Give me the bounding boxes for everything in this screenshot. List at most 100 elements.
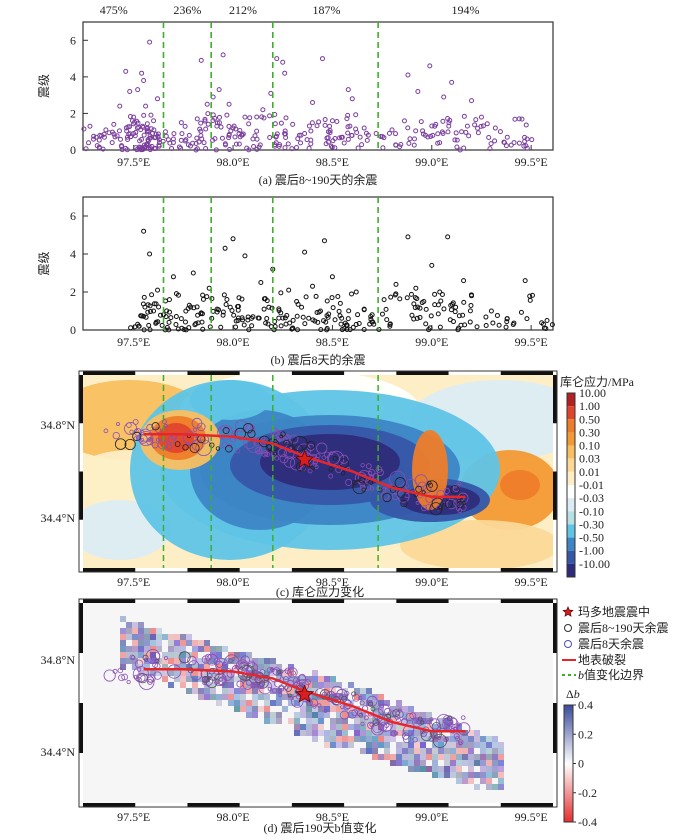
aftershock-point xyxy=(200,292,206,298)
aftershock-point xyxy=(141,146,147,152)
b-value-cell xyxy=(372,742,378,748)
b-value-cell xyxy=(174,670,180,676)
b-value-cell xyxy=(408,730,414,736)
aftershock-circle xyxy=(287,667,298,678)
aftershock-point xyxy=(516,116,522,122)
b-value-cell xyxy=(234,706,240,712)
b-value-cell xyxy=(132,622,138,628)
aftershock-circle xyxy=(247,429,256,439)
colorbar-bin xyxy=(567,511,575,525)
aftershock-point xyxy=(429,123,435,129)
aftershock-circle xyxy=(293,677,299,684)
b-value-cell xyxy=(156,670,162,676)
aftershock-circle xyxy=(133,674,139,679)
b-value-cell xyxy=(456,760,462,766)
b-value-cell xyxy=(252,694,258,700)
b-value-cell xyxy=(186,640,192,646)
aftershock-point xyxy=(152,146,158,152)
aftershock-point xyxy=(111,121,117,127)
b-value-cell xyxy=(348,706,354,712)
aftershock-point xyxy=(435,140,441,146)
b-value-cell xyxy=(366,718,372,724)
aftershock-circle xyxy=(139,430,145,435)
aftershock-point xyxy=(339,327,345,333)
aftershock-point xyxy=(383,306,389,312)
aftershock-point xyxy=(466,133,472,139)
b-value-cell xyxy=(228,700,234,706)
aftershock-point xyxy=(357,134,363,140)
b-value-cell xyxy=(480,760,486,766)
b-value-cell xyxy=(126,622,132,628)
b-value-cell xyxy=(246,670,252,676)
aftershock-circle xyxy=(282,434,291,442)
b-value-cell xyxy=(348,724,354,730)
aftershock-point xyxy=(338,321,344,327)
aftershock-circle xyxy=(292,435,308,452)
b-value-cell xyxy=(360,748,366,754)
b-value-cell xyxy=(336,742,342,748)
aftershock-point xyxy=(250,314,256,320)
aftershock-circle xyxy=(446,718,454,726)
aftershock-point xyxy=(303,294,309,300)
aftershock-circle xyxy=(261,450,269,458)
aftershock-circle xyxy=(140,438,145,443)
b-value-cell xyxy=(456,736,462,742)
aftershock-point xyxy=(145,142,151,148)
b-value-cell xyxy=(420,724,426,730)
b-value-cell xyxy=(312,688,318,694)
b-value-cell xyxy=(360,730,366,736)
aftershock-point xyxy=(464,123,470,129)
b-value-cell xyxy=(174,634,180,640)
b-value-cell xyxy=(408,760,414,766)
aftershock-circle xyxy=(394,731,399,736)
b-value-cell xyxy=(276,670,282,676)
aftershock-point xyxy=(310,99,316,105)
b-value-cell xyxy=(378,700,384,706)
aftershock-point xyxy=(236,295,242,301)
b-value-cell xyxy=(480,748,486,754)
aftershock-point xyxy=(212,115,218,121)
b-value-cell xyxy=(138,622,144,628)
b-value-cell xyxy=(120,640,126,646)
aftershock-point xyxy=(96,137,102,143)
colorbar-bin xyxy=(567,563,575,577)
aftershock-point xyxy=(256,144,262,150)
b-value-cell xyxy=(162,664,168,670)
aftershock-point xyxy=(148,112,154,118)
aftershock-circle xyxy=(133,428,142,437)
aftershock-point xyxy=(141,327,147,333)
aftershock-point xyxy=(266,304,272,310)
b-value-cell xyxy=(144,646,150,652)
aftershock-point xyxy=(103,127,109,133)
aftershock-point xyxy=(529,137,535,143)
aftershock-point xyxy=(235,307,241,313)
b-value-cell xyxy=(276,676,282,682)
b-value-cell xyxy=(438,772,444,778)
aftershock-circle xyxy=(192,427,198,433)
b-value-cell xyxy=(390,754,396,760)
aftershock-point xyxy=(328,143,334,149)
b-value-cell xyxy=(234,652,240,658)
b-value-cell xyxy=(486,766,492,772)
colorbar-title: 库仑应力/MPa xyxy=(560,374,635,389)
aftershock-point xyxy=(267,113,273,119)
b-value-cell xyxy=(384,742,390,748)
aftershock-circle xyxy=(273,451,278,456)
b-value-cell xyxy=(486,784,492,790)
aftershock-point xyxy=(268,324,274,330)
aftershock-point xyxy=(323,141,329,147)
b-value-cell xyxy=(468,754,474,760)
aftershock-point xyxy=(415,304,421,310)
b-value-cell xyxy=(318,718,324,724)
b-value-cell xyxy=(120,652,126,658)
b-value-cell xyxy=(318,706,324,712)
b-value-cell xyxy=(300,676,306,682)
b-value-cell xyxy=(330,676,336,682)
colorbar-bin xyxy=(567,445,575,459)
aftershock-point xyxy=(376,326,382,332)
b-value-cell xyxy=(498,742,504,748)
b-value-cell xyxy=(348,742,354,748)
aftershock-point xyxy=(170,274,176,280)
aftershock-point xyxy=(226,123,232,129)
aftershock-point xyxy=(379,311,385,317)
